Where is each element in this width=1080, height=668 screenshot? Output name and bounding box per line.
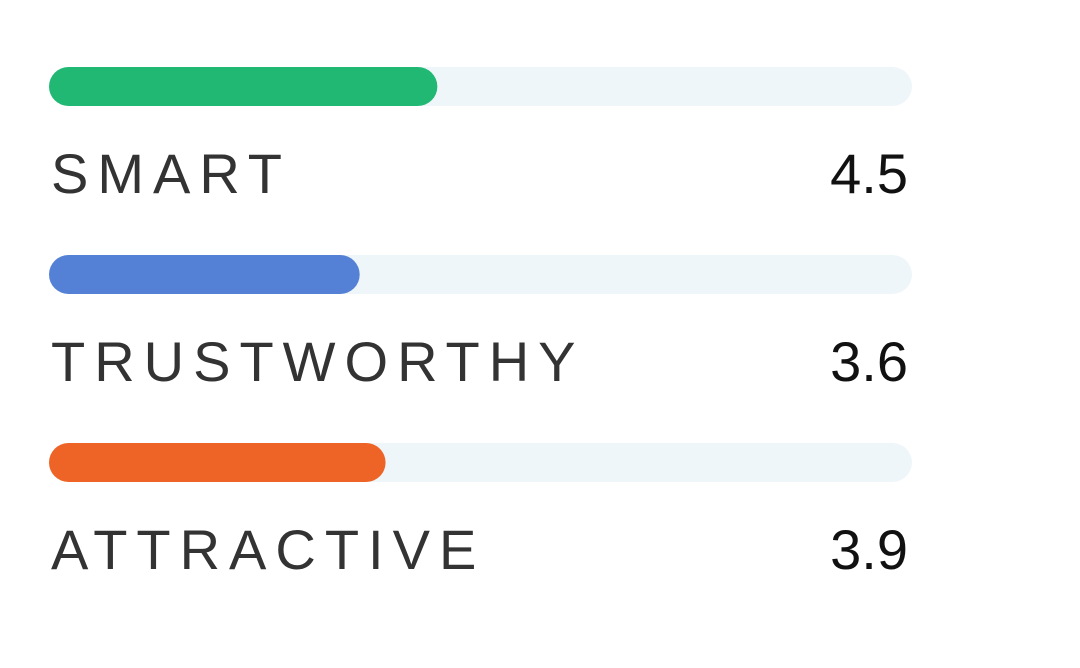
- category-label: ATTRACTIVE: [51, 518, 485, 581]
- bar-fill: [49, 67, 438, 106]
- value-label: 3.6: [830, 330, 908, 393]
- category-label: SMART: [51, 142, 291, 205]
- value-label: 3.9: [830, 518, 908, 581]
- bar-fill: [49, 255, 360, 294]
- category-label: TRUSTWORTHY: [51, 330, 585, 393]
- bar-fill: [49, 443, 386, 482]
- value-label: 4.5: [830, 142, 908, 205]
